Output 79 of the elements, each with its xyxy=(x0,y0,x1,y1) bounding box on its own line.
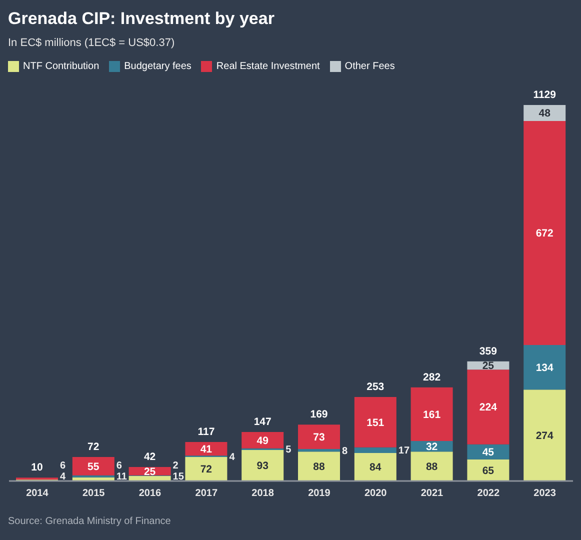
data-label: 161 xyxy=(423,408,441,421)
legend-label: NTF Contribution xyxy=(23,61,100,72)
data-label: 4 xyxy=(229,452,236,463)
data-label: 17 xyxy=(398,446,410,457)
bar xyxy=(410,387,453,441)
bar xyxy=(354,447,396,453)
data-label: 274 xyxy=(536,430,554,442)
data-label: 55 xyxy=(88,460,100,473)
total-label: 359 xyxy=(479,345,498,358)
total-label: 1129 xyxy=(533,89,556,101)
data-label: 41 xyxy=(200,444,212,456)
data-label: 65 xyxy=(482,464,494,477)
data-label: 45 xyxy=(482,446,494,459)
data-label: 73 xyxy=(313,432,325,444)
bar xyxy=(524,105,566,121)
data-label: 6 xyxy=(60,460,66,472)
x-tick-label: 2020 xyxy=(364,488,388,500)
x-tick-label: 2022 xyxy=(477,488,500,500)
x-tick-label: 2018 xyxy=(252,488,274,500)
bar xyxy=(354,453,396,481)
bar xyxy=(467,370,510,444)
bar xyxy=(185,457,228,481)
data-label: 5 xyxy=(286,444,292,456)
bar xyxy=(298,449,340,452)
bar xyxy=(410,452,453,481)
total-label: 117 xyxy=(198,426,215,438)
total-label: 10 xyxy=(31,462,43,474)
data-label: 4 xyxy=(60,472,66,482)
data-label: 134 xyxy=(536,362,554,374)
bar xyxy=(298,424,340,449)
chart-title: Grenada CIP: Investment by year xyxy=(8,9,274,29)
data-label: 151 xyxy=(366,416,384,429)
bar xyxy=(298,452,340,481)
total-label: 282 xyxy=(423,371,441,384)
bar xyxy=(467,459,510,481)
chart-subtitle: In EC$ millions (1EC$ = US$0.37) xyxy=(8,37,175,49)
bar xyxy=(467,444,510,460)
x-tick-label: 2023 xyxy=(534,488,556,500)
legend-label: Budgetary fees xyxy=(124,61,192,72)
x-tick-label: 2021 xyxy=(420,488,444,500)
bar xyxy=(354,397,396,448)
data-label: 93 xyxy=(256,460,269,472)
total-label: 147 xyxy=(254,416,272,428)
x-tick-label: 2014 xyxy=(26,488,49,500)
data-label: 672 xyxy=(536,228,554,240)
x-tick-label: 2019 xyxy=(308,488,331,500)
legend-label: Other Fees xyxy=(344,61,395,72)
data-label: 49 xyxy=(256,434,269,447)
data-label: 224 xyxy=(479,402,498,414)
bar xyxy=(524,390,566,481)
bar xyxy=(524,121,566,345)
data-label: 88 xyxy=(313,461,325,474)
bar xyxy=(242,450,284,481)
data-label: 88 xyxy=(426,461,438,474)
bar xyxy=(185,442,228,456)
total-label: 42 xyxy=(144,451,156,463)
x-tick-label: 2015 xyxy=(82,488,106,500)
bar xyxy=(242,432,284,448)
source-note: Source: Grenada Ministry of Finance xyxy=(8,516,171,527)
total-label: 72 xyxy=(88,441,100,453)
data-label: 15 xyxy=(172,472,184,482)
data-label: 84 xyxy=(370,462,382,474)
data-label: 32 xyxy=(426,441,438,454)
bar xyxy=(524,345,566,390)
data-label: 48 xyxy=(538,108,551,120)
data-label: 25 xyxy=(144,466,156,478)
data-label: 11 xyxy=(116,472,128,482)
legend-label: Real Estate Investment xyxy=(216,61,320,72)
total-label: 169 xyxy=(310,408,328,421)
x-tick-label: 2017 xyxy=(195,488,218,500)
data-label: 8 xyxy=(342,446,348,457)
data-label: 25 xyxy=(482,360,494,372)
data-label: 2 xyxy=(172,460,179,472)
x-tick-label: 2016 xyxy=(138,488,162,500)
data-label: 72 xyxy=(200,464,212,476)
total-label: 253 xyxy=(366,381,384,393)
bar xyxy=(128,476,171,481)
bar xyxy=(72,457,114,476)
data-label: 6 xyxy=(116,460,122,472)
